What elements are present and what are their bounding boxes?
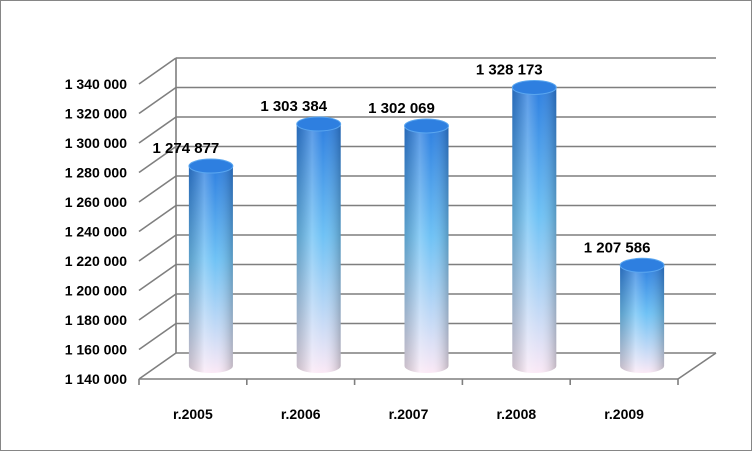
gridline-depth <box>138 293 177 321</box>
x-tick-label: r.2007 <box>389 406 429 422</box>
y-tick-label: 1 240 000 <box>65 224 127 240</box>
bar-top-cap <box>619 257 665 273</box>
bar-r.2005: 1 274 877 <box>153 140 234 374</box>
data-label: 1 328 173 <box>476 61 543 78</box>
gridline-depth <box>138 204 177 233</box>
y-tick-label: 1 280 000 <box>65 165 127 181</box>
y-tick-label: 1 180 000 <box>65 312 127 328</box>
bar-shading <box>620 265 665 374</box>
gridline-depth <box>138 263 177 292</box>
x-tick-label: r.2009 <box>604 406 644 422</box>
y-tick-label: 1 220 000 <box>65 253 127 269</box>
gridline-depth <box>138 322 177 351</box>
bars: 1 274 877 1 303 384 1 302 069 1 328 173 1 20… <box>153 61 665 374</box>
gridline-depth <box>138 352 177 380</box>
bar-r.2006: 1 303 384 <box>260 98 342 374</box>
y-axis-ticks: 1 140 000 1 160 000 1 180 000 1 200 000 1 22… <box>65 76 127 387</box>
bar-top-cap <box>404 118 449 134</box>
bar-top-cap <box>511 79 557 95</box>
y-tick-label: 1 200 000 <box>65 283 127 299</box>
x-tick-label: r.2005 <box>173 406 213 422</box>
y-tick-label: 1 320 000 <box>65 106 127 122</box>
gridline-depth <box>138 86 177 115</box>
bar-r.2008: 1 328 173 <box>476 61 557 374</box>
y-tick-label: 1 340 000 <box>65 76 127 92</box>
bar-r.2007: 1 302 069 <box>368 100 449 374</box>
bar-shading <box>188 166 233 374</box>
gridline-depth <box>138 145 177 174</box>
data-label: 1 207 586 <box>584 239 651 256</box>
x-tick-label: r.2006 <box>281 406 321 422</box>
gridline-depth <box>138 57 177 85</box>
data-label: 1 303 384 <box>260 98 327 115</box>
floor-right-edge <box>677 352 717 380</box>
bar-shading <box>296 124 341 374</box>
y-tick-label: 1 160 000 <box>65 342 127 358</box>
y-tick-label: 1 260 000 <box>65 194 127 210</box>
bar-r.2009: 1 207 586 <box>584 239 665 374</box>
data-label: 1 274 877 <box>153 140 220 157</box>
gridline-depth <box>138 116 177 144</box>
gridline-depth <box>138 234 177 262</box>
gridline-depth <box>138 175 177 203</box>
data-label: 1 302 069 <box>368 100 435 117</box>
bar-shading <box>512 87 557 374</box>
bar-top-cap <box>188 158 234 174</box>
x-axis-ticks: r.2005 r.2006 r.2007 r.2008 r.2009 <box>173 406 644 422</box>
bar-shading <box>404 125 449 374</box>
y-tick-label: 1 300 000 <box>65 135 127 151</box>
y-tick-label: 1 140 000 <box>65 371 127 387</box>
x-tick-label: r.2008 <box>496 406 536 422</box>
bar-top-cap <box>296 116 342 132</box>
